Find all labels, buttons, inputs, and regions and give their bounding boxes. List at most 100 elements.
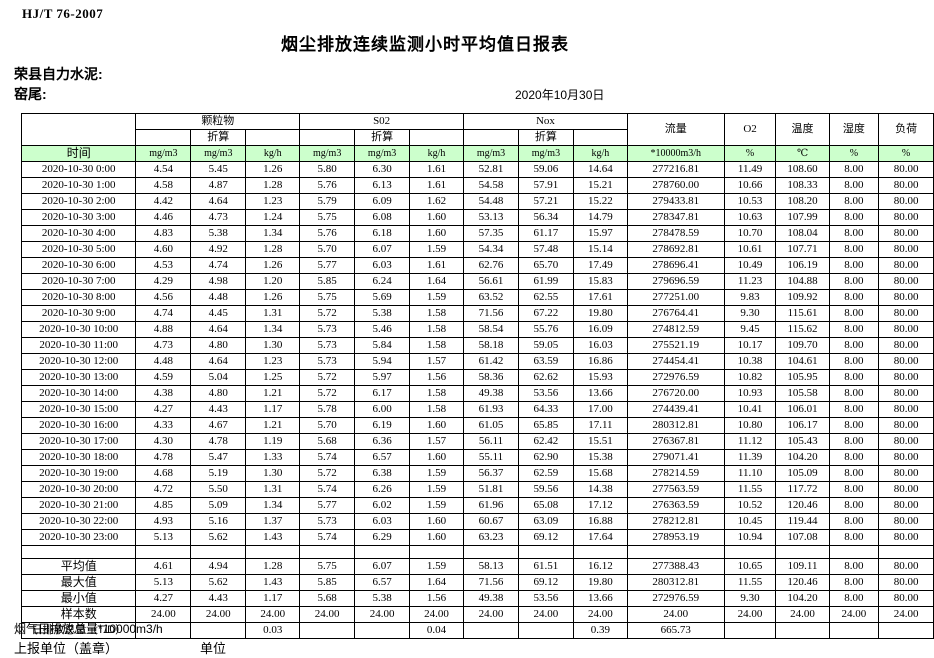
cell-so2-raw: 5.77 xyxy=(299,497,356,514)
cell-load: 80.00 xyxy=(878,481,934,498)
header-pm-raw xyxy=(135,129,192,146)
header-so2-converted: 折算 xyxy=(354,129,411,146)
cell-pm-mass: 1.23 xyxy=(245,193,301,210)
cell-nox-converted: 67.22 xyxy=(517,305,574,322)
cell-so2-raw: 5.74 xyxy=(299,481,356,498)
cell-o2: 11.39 xyxy=(723,449,777,466)
header-so2-mass xyxy=(409,129,465,146)
table-row: 2020-10-30 15:00 4.27 4.43 1.17 5.78 6.00 1.58… xyxy=(20,401,934,418)
cell-so2-mass: 1.60 xyxy=(409,513,465,530)
summary-cell-pm-converted: 4.43 xyxy=(190,590,247,607)
cell-pm-mass: 1.34 xyxy=(245,321,301,338)
summary-cell-so2-mass: 1.59 xyxy=(409,558,465,575)
summary-cell-pm-mass: 1.43 xyxy=(245,574,301,591)
cell-pm-converted: 4.64 xyxy=(190,193,247,210)
cell-humidity: 8.00 xyxy=(828,401,880,418)
cell-pm-mass: 1.26 xyxy=(245,289,301,306)
cell-humidity: 8.00 xyxy=(828,369,880,386)
cell-pm-mass: 1.43 xyxy=(245,529,301,546)
cell-time: 2020-10-30 19:00 xyxy=(20,465,137,482)
summary-cell-so2-mass: 0.04 xyxy=(409,622,465,639)
table-row: 2020-10-30 1:00 4.58 4.87 1.28 5.76 6.13 1.61 5… xyxy=(20,177,934,194)
table-row: 2020-10-30 13:00 4.59 5.04 1.25 5.72 5.97 1.56… xyxy=(20,369,934,386)
cell-nox-converted: 63.09 xyxy=(517,513,574,530)
summary-cell-nox-mass: 13.66 xyxy=(572,590,628,607)
cell-temp: 119.44 xyxy=(775,513,830,530)
cell-temp: 115.62 xyxy=(775,321,830,338)
cell-so2-raw: 5.72 xyxy=(299,385,356,402)
cell-time: 2020-10-30 18:00 xyxy=(20,449,137,466)
header-row-units: 时间 mg/m3 mg/m3 kg/h mg/m3 mg/m3 kg/h mg/… xyxy=(20,145,934,162)
cell-pm-converted: 4.80 xyxy=(190,385,247,402)
cell-o2: 10.70 xyxy=(723,225,777,242)
cell-nox-converted: 57.48 xyxy=(517,241,574,258)
cell-flow: 277563.59 xyxy=(626,481,725,498)
cell-so2-raw: 5.76 xyxy=(299,177,356,194)
cell-time: 2020-10-30 4:00 xyxy=(20,225,137,242)
cell-pm-mass: 1.31 xyxy=(245,481,301,498)
cell-so2-mass: 1.60 xyxy=(409,225,465,242)
cell-o2: 11.49 xyxy=(723,161,777,178)
cell-load: 80.00 xyxy=(878,465,934,482)
cell-temp: 104.88 xyxy=(775,273,830,290)
cell-temp: 115.61 xyxy=(775,305,830,322)
summary-cell-so2-converted xyxy=(354,622,411,639)
summary-label: 平均值 xyxy=(20,558,137,575)
cell-nox-mass: 14.64 xyxy=(572,161,628,178)
cell-nox-raw: 71.56 xyxy=(463,305,519,322)
cell-humidity: 8.00 xyxy=(828,465,880,482)
cell-pm-mass: 1.26 xyxy=(245,257,301,274)
cell-time: 2020-10-30 22:00 xyxy=(20,513,137,530)
unit-so2-converted: mg/m3 xyxy=(354,145,411,162)
cell-temp: 107.08 xyxy=(775,529,830,546)
company-name: 荣县自力水泥: xyxy=(14,66,103,82)
cell-nox-mass: 15.14 xyxy=(572,241,628,258)
cell-nox-converted: 53.56 xyxy=(517,385,574,402)
cell-humidity: 8.00 xyxy=(828,241,880,258)
cell-nox-mass: 15.97 xyxy=(572,225,628,242)
cell-nox-raw: 60.67 xyxy=(463,513,519,530)
cell-nox-converted: 62.42 xyxy=(517,433,574,450)
cell-humidity: 8.00 xyxy=(828,225,880,242)
outlet-name: 窑尾: xyxy=(14,86,47,102)
cell-flow: 275521.19 xyxy=(626,337,725,354)
cell-humidity: 8.00 xyxy=(828,305,880,322)
cell-humidity: 8.00 xyxy=(828,321,880,338)
cell-o2: 10.45 xyxy=(723,513,777,530)
summary-row: 最大值 5.13 5.62 1.43 5.85 6.57 1.64 71.56 69.12 19.… xyxy=(20,574,934,591)
cell-so2-raw: 5.73 xyxy=(299,321,356,338)
summary-cell-load: 80.00 xyxy=(878,558,934,575)
cell-pm-mass: 1.28 xyxy=(245,177,301,194)
cell-load: 80.00 xyxy=(878,369,934,386)
summary-cell-nox-raw: 58.13 xyxy=(463,558,519,575)
summary-cell-nox-raw: 24.00 xyxy=(463,606,519,623)
cell-load: 80.00 xyxy=(878,401,934,418)
cell-pm-raw: 4.93 xyxy=(135,513,192,530)
cell-so2-mass: 1.59 xyxy=(409,465,465,482)
cell-so2-mass: 1.62 xyxy=(409,193,465,210)
cell-temp: 108.20 xyxy=(775,193,830,210)
cell-temp: 105.95 xyxy=(775,369,830,386)
cell-nox-converted: 59.05 xyxy=(517,337,574,354)
cell-nox-mass: 15.93 xyxy=(572,369,628,386)
cell-o2: 10.53 xyxy=(723,193,777,210)
spacer-cell xyxy=(354,545,411,559)
cell-pm-mass: 1.33 xyxy=(245,449,301,466)
cell-pm-raw: 4.29 xyxy=(135,273,192,290)
cell-nox-raw: 53.13 xyxy=(463,209,519,226)
cell-load: 80.00 xyxy=(878,161,934,178)
cell-load: 80.00 xyxy=(878,513,934,530)
cell-pm-raw: 4.88 xyxy=(135,321,192,338)
cell-pm-converted: 4.45 xyxy=(190,305,247,322)
cell-o2: 10.52 xyxy=(723,497,777,514)
cell-pm-converted: 4.64 xyxy=(190,353,247,370)
cell-humidity: 8.00 xyxy=(828,385,880,402)
cell-pm-converted: 5.45 xyxy=(190,161,247,178)
cell-nox-converted: 55.76 xyxy=(517,321,574,338)
cell-time: 2020-10-30 9:00 xyxy=(20,305,137,322)
cell-pm-raw: 4.58 xyxy=(135,177,192,194)
cell-nox-converted: 63.59 xyxy=(517,353,574,370)
cell-temp: 105.43 xyxy=(775,433,830,450)
cell-load: 80.00 xyxy=(878,273,934,290)
cell-so2-raw: 5.85 xyxy=(299,273,356,290)
